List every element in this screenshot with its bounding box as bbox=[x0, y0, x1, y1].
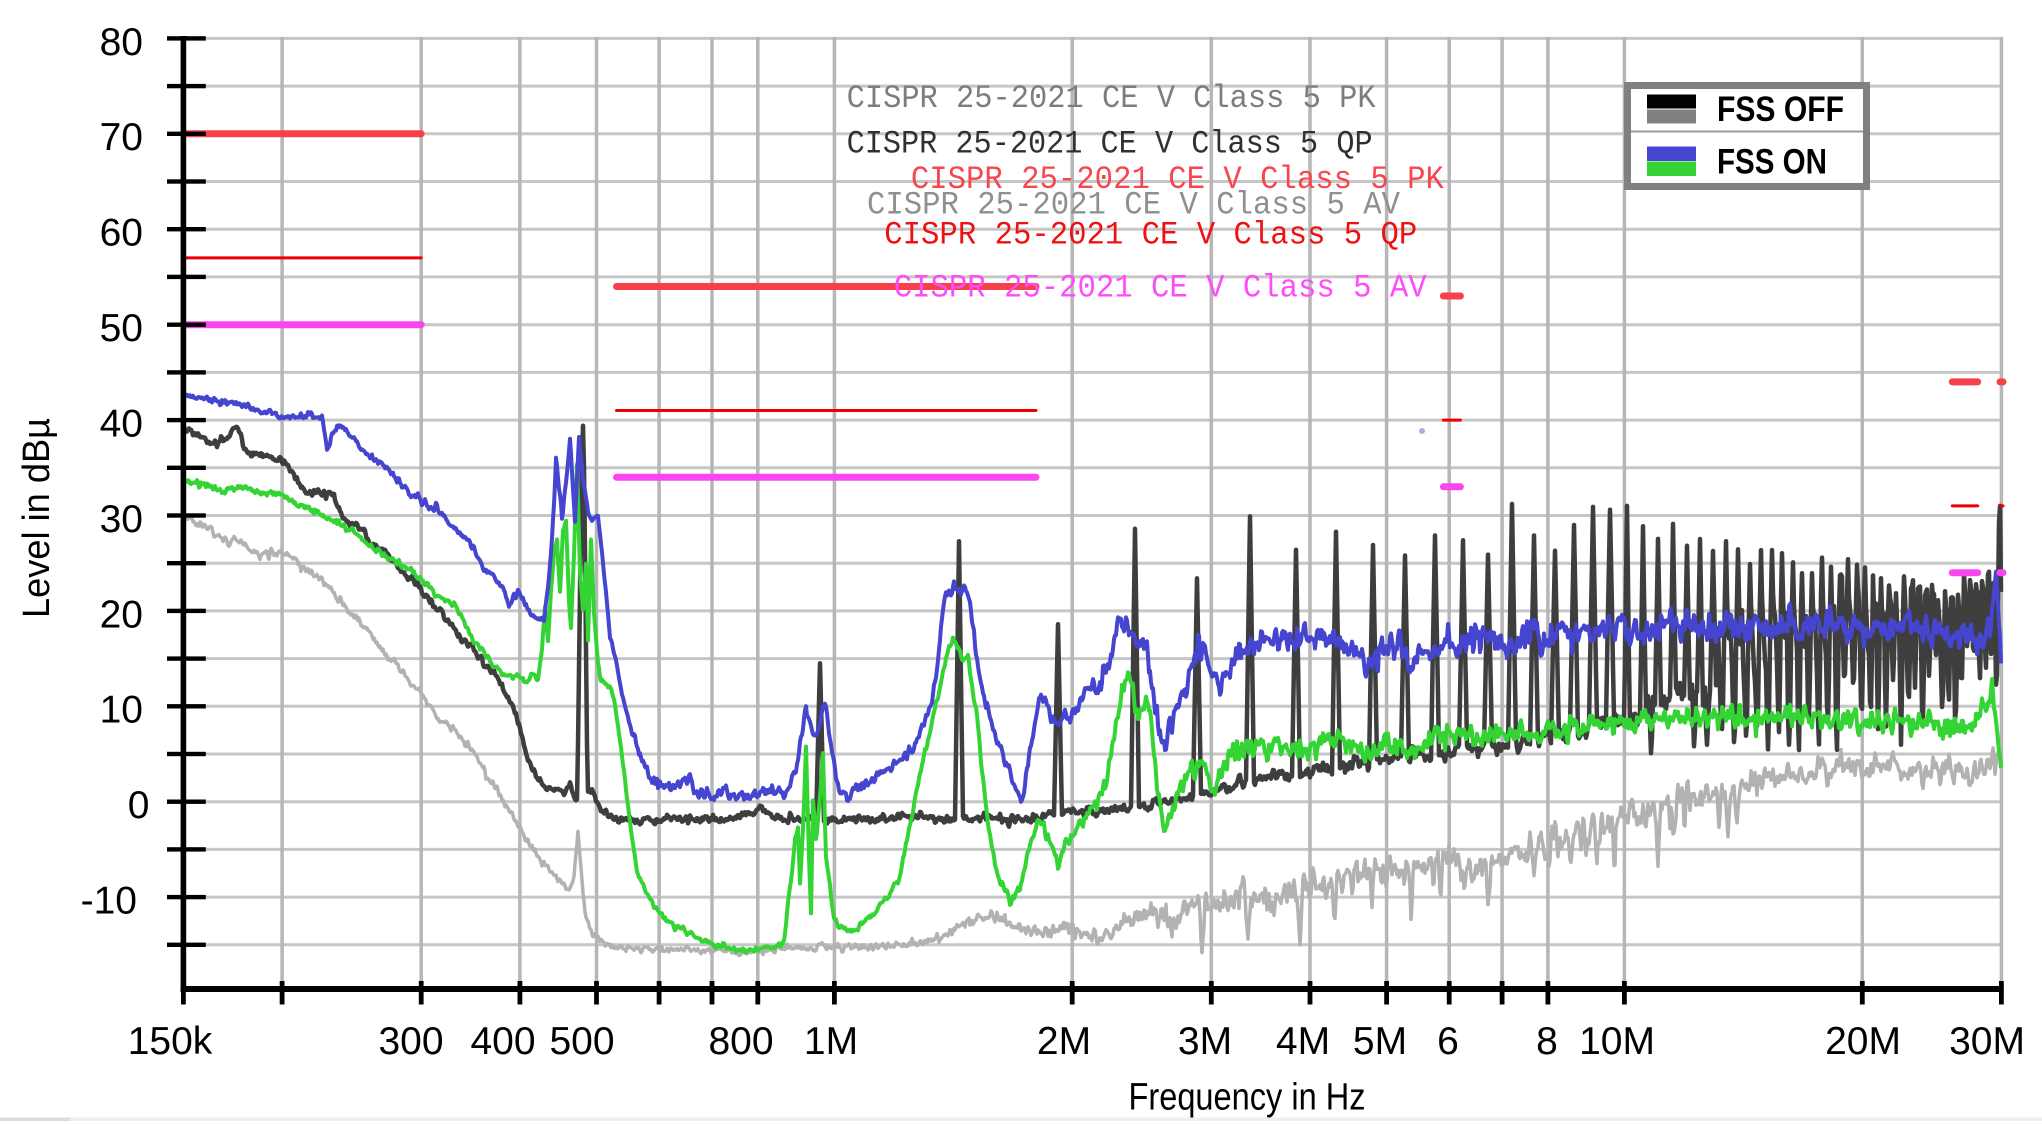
svg-text:CISPR 25-2021 CE V Class 5 PK: CISPR 25-2021 CE V Class 5 PK bbox=[847, 80, 1377, 117]
svg-text:Frequency in Hz: Frequency in Hz bbox=[1129, 1077, 1366, 1119]
svg-text:2M: 2M bbox=[1037, 1020, 1091, 1063]
svg-text:50: 50 bbox=[100, 307, 143, 350]
svg-text:10M: 10M bbox=[1579, 1020, 1655, 1063]
svg-text:8: 8 bbox=[1536, 1020, 1558, 1063]
svg-text:3M: 3M bbox=[1178, 1020, 1232, 1063]
svg-text:0: 0 bbox=[128, 784, 150, 827]
svg-text:6: 6 bbox=[1437, 1020, 1459, 1063]
svg-text:CISPR 25-2021 CE V Class 5 PK: CISPR 25-2021 CE V Class 5 PK bbox=[911, 161, 1445, 198]
svg-text:5M: 5M bbox=[1353, 1020, 1407, 1063]
svg-text:20: 20 bbox=[100, 593, 143, 636]
svg-text:CISPR 25-2021 CE V Class 5 AV: CISPR 25-2021 CE V Class 5 AV bbox=[867, 187, 1401, 224]
svg-text:30: 30 bbox=[100, 498, 143, 541]
svg-text:Level in dBµ: Level in dBµ bbox=[16, 418, 58, 618]
svg-text:60: 60 bbox=[100, 212, 143, 255]
svg-text:1M: 1M bbox=[804, 1020, 858, 1063]
svg-text:CISPR 25-2021 CE V Class 5 AV: CISPR 25-2021 CE V Class 5 AV bbox=[894, 270, 1428, 307]
svg-text:500: 500 bbox=[549, 1020, 614, 1063]
svg-text:FSS OFF: FSS OFF bbox=[1717, 90, 1844, 129]
svg-text:800: 800 bbox=[708, 1020, 773, 1063]
svg-text:70: 70 bbox=[100, 116, 143, 159]
svg-text:10: 10 bbox=[100, 689, 143, 732]
svg-text:FSS ON: FSS ON bbox=[1717, 143, 1827, 182]
svg-text:150k: 150k bbox=[128, 1020, 213, 1063]
svg-text:-10: -10 bbox=[81, 880, 137, 923]
svg-text:40: 40 bbox=[100, 403, 143, 446]
svg-text:300: 300 bbox=[378, 1020, 443, 1063]
svg-text:CISPR 25-2021 CE V Class 5 QP: CISPR 25-2021 CE V Class 5 QP bbox=[847, 126, 1373, 163]
svg-text:400: 400 bbox=[470, 1020, 535, 1063]
svg-text:4M: 4M bbox=[1276, 1020, 1330, 1063]
svg-text:80: 80 bbox=[100, 21, 143, 64]
svg-text:CISPR 25-2021 CE V Class 5 QP: CISPR 25-2021 CE V Class 5 QP bbox=[884, 216, 1417, 253]
svg-text:30M: 30M bbox=[1949, 1020, 2025, 1063]
svg-text:20M: 20M bbox=[1825, 1020, 1901, 1063]
